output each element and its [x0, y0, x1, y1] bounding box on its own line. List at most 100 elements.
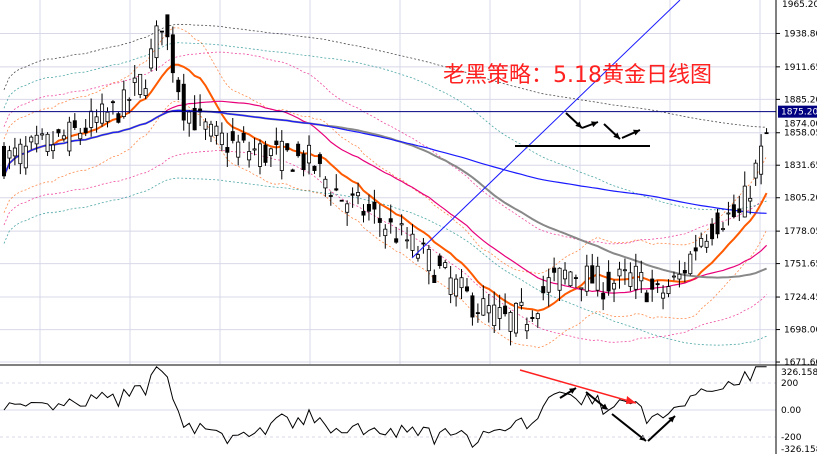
candle-body: [595, 265, 600, 291]
candle-body: [753, 162, 758, 179]
candle-body: [296, 143, 301, 157]
candle-body: [7, 150, 12, 159]
price-tick-label: 1751.65: [784, 260, 817, 270]
price-axis: 1965.20 1938.80 1911.65 1885.20 1858.05 1831.…: [775, 0, 817, 454]
candle-body: [377, 218, 382, 223]
candle-body: [383, 228, 388, 237]
osc-arrow-down-2-head: [639, 434, 646, 441]
candle-body: [208, 123, 213, 137]
candle-body: [170, 34, 175, 74]
candle-body: [40, 133, 45, 136]
candle-body: [612, 282, 617, 290]
candle-body: [339, 199, 344, 202]
candle-body: [268, 148, 273, 156]
candle-body: [737, 208, 742, 213]
envelope-band: [3, 51, 767, 245]
candle-body: [742, 185, 747, 218]
candle-body: [214, 125, 219, 136]
candle-body: [486, 305, 491, 314]
candle-body: [29, 136, 34, 143]
candle-body: [285, 143, 290, 151]
envelope-band: [3, 27, 767, 275]
candle-body: [165, 14, 170, 38]
candle-body: [18, 143, 23, 165]
candle-body: [628, 272, 633, 287]
candle-body: [394, 238, 399, 243]
candle-body: [426, 249, 431, 272]
candle-body: [508, 311, 513, 332]
candle-body: [443, 262, 448, 268]
price-tick-label: 1911.65: [784, 63, 817, 73]
candle-body: [748, 197, 753, 202]
candle-body: [415, 254, 420, 259]
candle-body: [274, 140, 279, 146]
candle-body: [328, 195, 333, 197]
candle-body: [666, 286, 671, 295]
candle-body: [159, 30, 164, 33]
price-tick-label: 1831.65: [784, 161, 817, 171]
candle-body: [219, 132, 224, 146]
candle-body: [312, 165, 317, 171]
candle-body: [89, 110, 94, 128]
candle-body: [710, 223, 715, 240]
candle-body: [481, 298, 486, 316]
forecast-arrow-up-2-head: [633, 129, 640, 136]
price-candles: [2, 14, 769, 346]
envelope-band: [3, 150, 767, 343]
oscillator-panel: [0, 364, 817, 449]
candle-body: [405, 239, 410, 242]
candle-body: [497, 307, 502, 319]
analyst-drawings: [0, 0, 776, 442]
candle-body: [105, 111, 110, 123]
candle-body: [181, 83, 186, 121]
candle-body: [541, 286, 546, 294]
candle-body: [661, 292, 666, 299]
candle-body: [372, 201, 377, 210]
osc-tick-label: -326.1589: [781, 445, 817, 454]
candle-body: [45, 133, 50, 152]
osc-arrow-down-2: [611, 413, 647, 442]
candle-body: [51, 144, 56, 152]
candle-body: [552, 267, 557, 273]
candle-body: [78, 132, 83, 140]
candle-body: [410, 233, 415, 251]
candle-body: [252, 148, 257, 151]
candle-body: [759, 145, 764, 175]
candle-body: [247, 151, 252, 161]
candle-body: [704, 240, 709, 248]
candle-body: [639, 272, 644, 282]
candle-body: [203, 121, 208, 130]
candle-body: [143, 88, 148, 96]
candle-body: [720, 228, 725, 230]
candle-body: [361, 211, 366, 216]
candle-body: [622, 269, 627, 272]
candle-body: [530, 316, 535, 319]
candle-body: [514, 302, 519, 334]
candle-body: [475, 312, 480, 314]
price-tick-label: 1885.20: [784, 95, 817, 105]
candle-body: [236, 141, 241, 158]
candle-body: [519, 301, 524, 306]
candle-body: [154, 25, 159, 59]
candle-body: [72, 120, 77, 128]
candle-body: [464, 286, 469, 292]
candle-body: [83, 127, 88, 134]
candle-body: [263, 144, 268, 163]
forecast-arrow-down-head: [575, 121, 582, 128]
candle-body: [617, 268, 622, 277]
divergence-line: [519, 369, 637, 404]
osc-tick-label: 200: [781, 379, 798, 389]
candle-body: [176, 79, 181, 93]
candle-body: [454, 278, 459, 297]
candle-body: [366, 204, 371, 212]
price-tick-label: 1805.20: [784, 194, 817, 204]
candle-body: [633, 265, 638, 290]
moving-averages: [3, 63, 768, 312]
current-price-label: 1875.20: [781, 108, 817, 118]
ma-line-120: [3, 109, 767, 214]
candle-body: [138, 73, 143, 95]
candle-body: [563, 269, 568, 280]
candle-body: [568, 271, 573, 287]
